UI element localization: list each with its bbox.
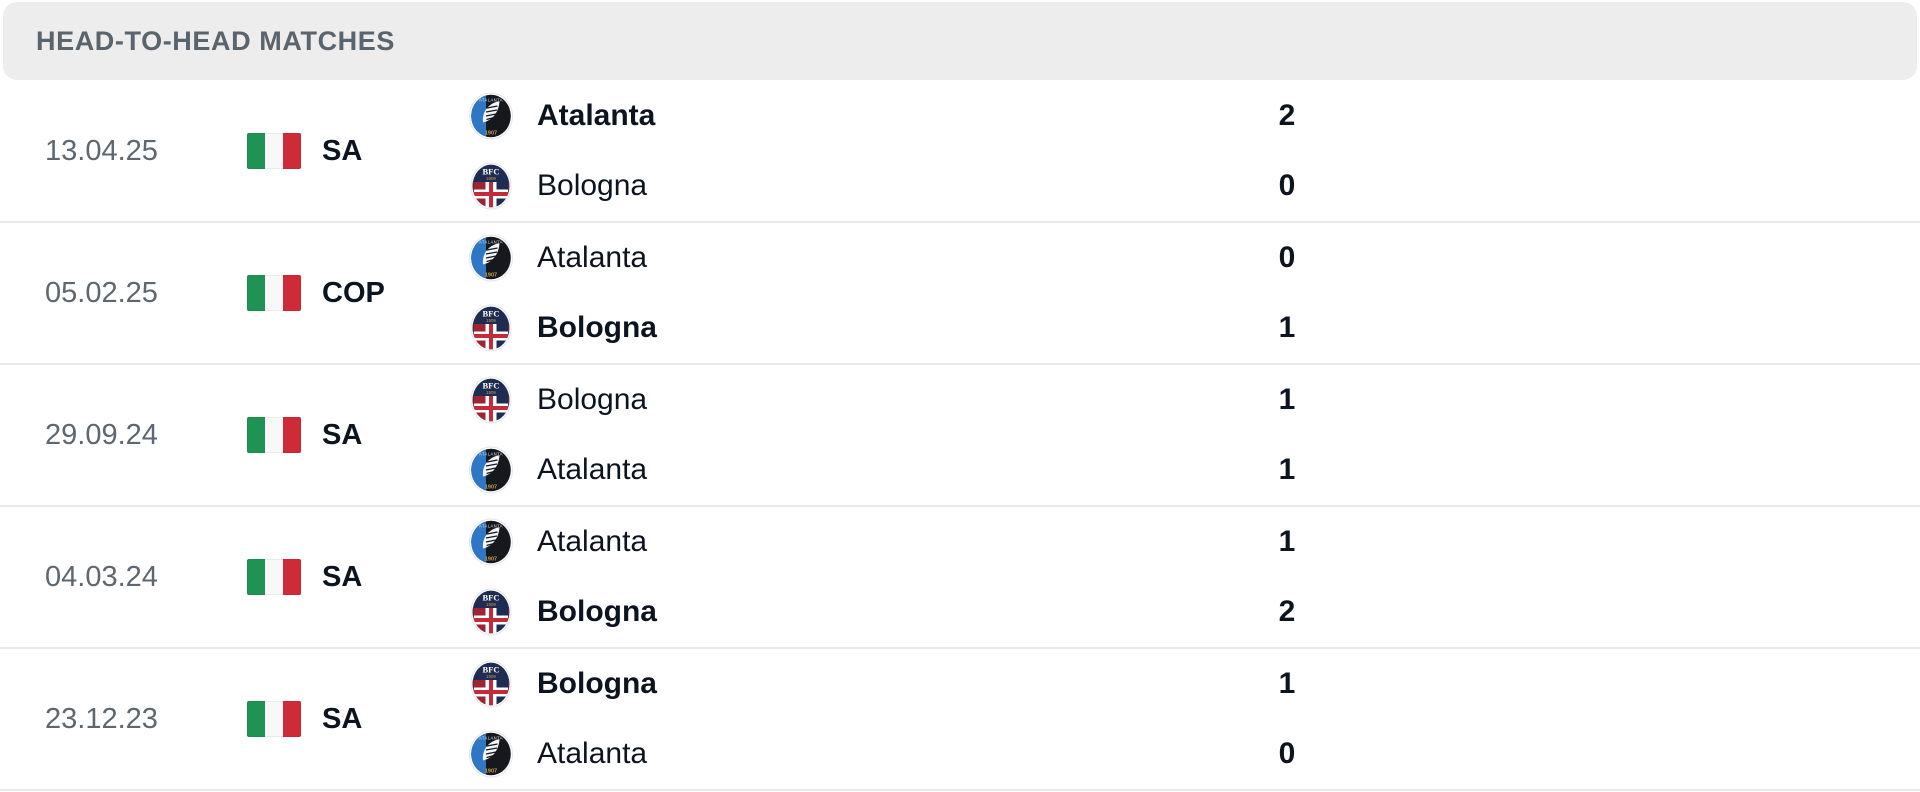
- team-name: Bologna: [537, 169, 648, 202]
- h2h-list: 13.04.25 SA Atalanta 2 Bologna 0 05.02.2…: [0, 81, 1920, 791]
- match-date: 23.12.23: [45, 702, 158, 735]
- bologna-logo-icon: [467, 376, 515, 424]
- team-name: Atalanta: [537, 525, 648, 558]
- team-row: Atalanta 0: [0, 719, 1920, 789]
- match-meta: 23.12.23 SA: [45, 649, 362, 789]
- match-row[interactable]: 23.12.23 SA Bologna 1 Atalanta 0: [0, 649, 1920, 791]
- team-name: Atalanta: [537, 241, 648, 274]
- match-meta: 04.03.24 SA: [45, 507, 362, 647]
- section-header: HEAD-TO-HEAD MATCHES: [3, 2, 1917, 80]
- team-row: Atalanta 1: [0, 435, 1920, 505]
- competition-code: COP: [322, 276, 385, 309]
- match-row[interactable]: 13.04.25 SA Atalanta 2 Bologna 0: [0, 81, 1920, 223]
- team-score: 1: [1278, 667, 1296, 700]
- team-score: 1: [1278, 525, 1296, 558]
- team-row: Atalanta 1: [0, 507, 1920, 577]
- italy-flag-icon: [247, 417, 301, 453]
- competition-code: SA: [322, 134, 363, 167]
- match-meta: 05.02.25 COP: [45, 223, 385, 363]
- bologna-logo-icon: [467, 304, 515, 352]
- italy-flag-icon: [247, 559, 301, 595]
- team-name: Atalanta: [537, 453, 648, 486]
- team-row: Bologna 0: [0, 151, 1920, 221]
- match-date: 29.09.24: [45, 418, 158, 451]
- team-score: 1: [1278, 311, 1296, 344]
- team-score: 2: [1278, 595, 1296, 628]
- team-score: 1: [1278, 453, 1296, 486]
- team-score: 0: [1278, 737, 1296, 770]
- team-score: 0: [1278, 241, 1296, 274]
- team-name: Bologna: [537, 595, 657, 628]
- bologna-logo-icon: [467, 660, 515, 708]
- atalanta-logo-icon: [467, 518, 515, 566]
- atalanta-logo-icon: [467, 730, 515, 778]
- bologna-logo-icon: [467, 162, 515, 210]
- match-meta: 29.09.24 SA: [45, 365, 362, 505]
- section-title: HEAD-TO-HEAD MATCHES: [36, 25, 395, 56]
- bologna-logo-icon: [467, 588, 515, 636]
- atalanta-logo-icon: [467, 92, 515, 140]
- competition-code: SA: [322, 560, 363, 593]
- team-row: Bologna 1: [0, 365, 1920, 435]
- team-name: Bologna: [537, 311, 657, 344]
- match-date: 05.02.25: [45, 276, 158, 309]
- match-row[interactable]: 29.09.24 SA Bologna 1 Atalanta 1: [0, 365, 1920, 507]
- atalanta-logo-icon: [467, 234, 515, 282]
- team-row: Atalanta 2: [0, 81, 1920, 151]
- match-date: 04.03.24: [45, 560, 158, 593]
- italy-flag-icon: [247, 701, 301, 737]
- atalanta-logo-icon: [467, 446, 515, 494]
- team-name: Atalanta: [537, 99, 656, 132]
- match-date: 13.04.25: [45, 134, 158, 167]
- match-meta: 13.04.25 SA: [45, 81, 362, 221]
- match-row[interactable]: 05.02.25 COP Atalanta 0 Bologna 1: [0, 223, 1920, 365]
- team-score: 0: [1278, 169, 1296, 202]
- competition-code: SA: [322, 702, 363, 735]
- team-name: Bologna: [537, 667, 657, 700]
- team-row: Bologna 1: [0, 293, 1920, 363]
- competition-code: SA: [322, 418, 363, 451]
- team-name: Atalanta: [537, 737, 648, 770]
- italy-flag-icon: [247, 133, 301, 169]
- team-row: Atalanta 0: [0, 223, 1920, 293]
- team-name: Bologna: [537, 383, 648, 416]
- italy-flag-icon: [247, 275, 301, 311]
- match-row[interactable]: 04.03.24 SA Atalanta 1 Bologna 2: [0, 507, 1920, 649]
- team-score: 2: [1278, 99, 1296, 132]
- team-row: Bologna 1: [0, 649, 1920, 719]
- team-row: Bologna 2: [0, 577, 1920, 647]
- team-score: 1: [1278, 383, 1296, 416]
